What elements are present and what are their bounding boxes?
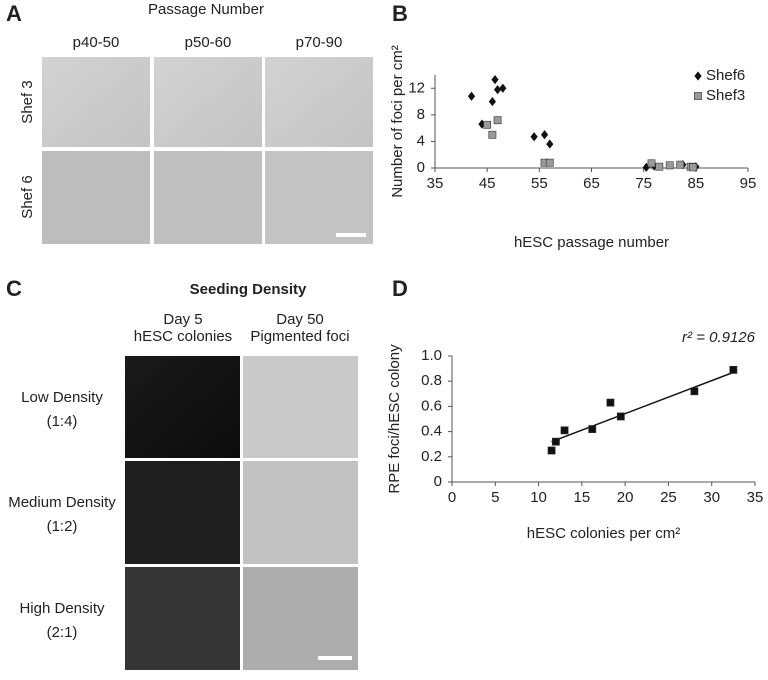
point: [545, 158, 554, 167]
point: [606, 398, 615, 407]
x-tick-label: 85: [687, 175, 704, 192]
panel-letter: B: [392, 1, 408, 26]
point: [647, 159, 656, 168]
y-axis-label: RPE foci/hESC colony: [386, 344, 403, 494]
panel-a-images: [42, 57, 373, 244]
y-tick-label: 12: [408, 79, 425, 96]
micrograph: [125, 461, 240, 564]
point: [540, 130, 549, 140]
column-label: p40-50: [73, 34, 120, 51]
y-axis-label: Number of foci per cm²: [389, 45, 406, 198]
trendline: [551, 371, 734, 443]
x-tick-label: 35: [427, 175, 444, 192]
point: [547, 446, 556, 455]
panel-letter: C: [6, 276, 22, 301]
x-tick-label: 0: [448, 489, 456, 506]
scale-bar: [336, 233, 366, 237]
micrograph: [243, 356, 358, 458]
x-tick-label: 35: [747, 489, 764, 506]
legend-marker: [694, 92, 702, 100]
scale-bar: [318, 656, 352, 660]
panel-letter: A: [6, 1, 22, 26]
column-label: hESC colonies: [134, 328, 232, 345]
row-label: (1:4): [47, 413, 78, 430]
point: [467, 91, 476, 101]
legend-label: Shef3: [706, 87, 745, 104]
x-axis-label: hESC passage number: [514, 234, 669, 251]
row-label: Low Density: [21, 389, 103, 406]
x-tick-label: 15: [574, 489, 591, 506]
micrograph: [243, 461, 358, 564]
row-label: Shef 3: [19, 80, 36, 123]
annotation: r² = 0.9126: [682, 329, 756, 346]
micrograph: [154, 151, 262, 244]
x-tick-label: 45: [479, 175, 496, 192]
x-tick-label: 20: [617, 489, 634, 506]
x-tick-label: 25: [660, 489, 677, 506]
micrograph: [265, 151, 373, 244]
column-label: Day 50: [276, 311, 324, 328]
point: [483, 120, 492, 129]
point: [530, 132, 538, 142]
y-tick-label: 0: [434, 473, 442, 490]
x-tick-label: 30: [703, 489, 720, 506]
point: [676, 160, 685, 169]
micrograph: [42, 151, 150, 244]
y-tick-label: 0: [417, 159, 425, 176]
y-tick-label: 1.0: [421, 347, 442, 364]
micrograph: [42, 57, 150, 147]
column-label: Pigmented foci: [250, 328, 349, 345]
point: [616, 412, 625, 421]
point: [690, 387, 699, 396]
column-label: p50-60: [185, 34, 232, 51]
point: [551, 437, 560, 446]
y-tick-label: 0.2: [421, 448, 442, 465]
y-tick-label: 0.8: [421, 372, 442, 389]
y-tick-label: 0.4: [421, 423, 442, 440]
panel-title: Seeding Density: [190, 281, 307, 298]
point: [491, 75, 499, 85]
legend-marker: [694, 71, 702, 81]
point: [499, 83, 507, 93]
y-tick-label: 8: [417, 106, 425, 123]
column-label: Day 5: [163, 311, 202, 328]
micrograph: [125, 567, 240, 670]
panel-c-images: [125, 356, 358, 670]
x-tick-label: 5: [491, 489, 499, 506]
y-tick-label: 0.6: [421, 397, 442, 414]
x-tick-label: 95: [740, 175, 757, 192]
micrograph: [265, 57, 373, 147]
point: [665, 161, 674, 170]
point: [689, 163, 698, 172]
point: [655, 162, 664, 171]
legend-label: Shef6: [706, 67, 745, 84]
column-label: p70-90: [296, 34, 343, 51]
x-tick-label: 55: [531, 175, 548, 192]
y-tick-label: 4: [417, 132, 425, 149]
row-label: (2:1): [47, 624, 78, 641]
micrograph: [154, 57, 262, 147]
panel-title: Passage Number: [148, 1, 264, 18]
x-tick-label: 75: [635, 175, 652, 192]
point: [729, 365, 738, 374]
row-label: Shef 6: [19, 175, 36, 218]
x-axis-label: hESC colonies per cm²: [527, 525, 680, 542]
point: [488, 96, 496, 107]
row-label: (1:2): [47, 518, 78, 535]
point: [488, 130, 497, 139]
micrograph: [125, 356, 240, 458]
x-tick-label: 10: [530, 489, 547, 506]
row-label: High Density: [19, 600, 105, 617]
point: [588, 425, 597, 433]
row-label: Medium Density: [8, 494, 116, 511]
x-tick-label: 65: [583, 175, 600, 192]
point: [493, 116, 502, 125]
point: [560, 426, 569, 435]
point: [546, 139, 554, 149]
micrograph: [243, 567, 358, 670]
panel-letter: D: [392, 276, 408, 301]
point: [494, 85, 502, 95]
